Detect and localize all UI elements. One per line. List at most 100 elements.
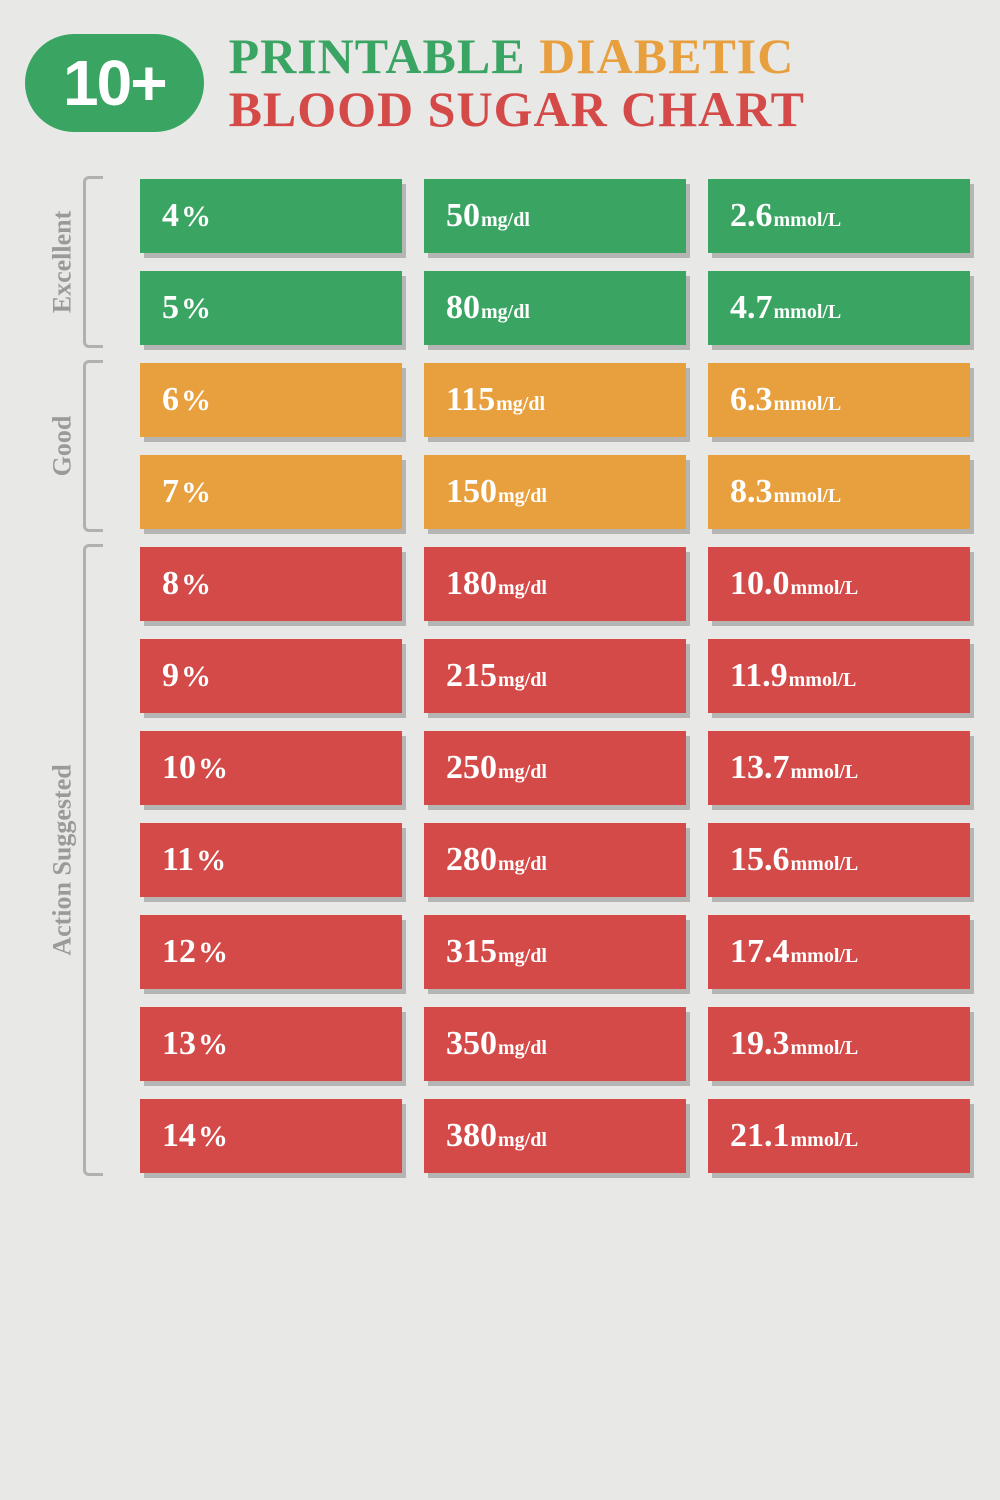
data-row: 10%250mg/dl13.7mmol/L (120, 722, 975, 814)
cell-mgdl: 215mg/dl (424, 639, 686, 713)
data-row: 4% 50mg/dl 2.6mmol/L (120, 170, 975, 262)
unit-mmoll: mmol/L (789, 669, 857, 692)
unit-mmoll: mmol/L (791, 1037, 859, 1060)
cell-mgdl: 50mg/dl (424, 179, 686, 253)
value-percent: 10 (162, 749, 196, 787)
value-mgdl: 250 (446, 749, 497, 787)
cell-mmoll: 17.4mmol/L (708, 915, 970, 989)
value-mmoll: 13.7 (730, 749, 790, 787)
title-line-1: PRINTABLE DIABETIC (229, 30, 805, 83)
unit-mgdl: mg/dl (498, 945, 547, 968)
cell-percent: 7% (140, 455, 402, 529)
value-mgdl: 150 (446, 473, 497, 511)
section-rows: 4%50mg/dl2.6mmol/L5%80mg/dl4.7mmol/L (120, 170, 975, 354)
section-green: Excellent4%50mg/dl2.6mmol/L5%80mg/dl4.7m… (25, 170, 975, 354)
value-mmoll: 21.1 (730, 1117, 790, 1155)
value-mgdl: 350 (446, 1025, 497, 1063)
cell-mmoll: 19.3mmol/L (708, 1007, 970, 1081)
unit-mmoll: mmol/L (774, 393, 842, 416)
value-mmoll: 10.0 (730, 565, 790, 603)
section-red: Action Suggested8%180mg/dl10.0mmol/L9%21… (25, 538, 975, 1182)
cell-percent: 14% (140, 1099, 402, 1173)
unit-mmoll: mmol/L (791, 853, 859, 876)
cell-mgdl: 150mg/dl (424, 455, 686, 529)
data-row: 11% 280mg/dl 15.6mmol/L (120, 814, 975, 906)
cell-percent: 11% (140, 823, 402, 897)
cell-mmoll: 6.3mmol/L (708, 363, 970, 437)
section-label: Action Suggested (48, 764, 78, 955)
unit-percent: % (181, 384, 211, 418)
unit-mgdl: mg/dl (498, 669, 547, 692)
cell-mmoll: 13.7mmol/L (708, 731, 970, 805)
data-row: 8% 180mg/dl 10.0mmol/L (120, 538, 975, 630)
data-row: 7% 150mg/dl 8.3mmol/L (120, 446, 975, 538)
chart-table: Excellent4%50mg/dl2.6mmol/L5%80mg/dl4.7m… (25, 170, 975, 1182)
cell-percent: 6% (140, 363, 402, 437)
unit-mmoll: mmol/L (791, 1129, 859, 1152)
title-line-2: BLOOD SUGAR CHART (229, 83, 805, 136)
title-block: PRINTABLE DIABETIC BLOOD SUGAR CHART (229, 30, 805, 135)
value-percent: 12 (162, 933, 196, 971)
cell-percent: 9% (140, 639, 402, 713)
value-percent: 11 (162, 841, 194, 879)
value-percent: 8 (162, 565, 179, 603)
unit-mmoll: mmol/L (791, 945, 859, 968)
cell-mmoll: 2.6mmol/L (708, 179, 970, 253)
cell-percent: 10% (140, 731, 402, 805)
data-row: 12% 315mg/dl 17.4mmol/L (120, 906, 975, 998)
value-percent: 9 (162, 657, 179, 695)
bracket-line (83, 360, 103, 532)
unit-mgdl: mg/dl (498, 485, 547, 508)
bracket-line (83, 176, 103, 348)
value-percent: 5 (162, 289, 179, 327)
unit-percent: % (181, 476, 211, 510)
value-mmoll: 2.6 (730, 197, 773, 235)
cell-percent: 8% (140, 547, 402, 621)
unit-percent: % (198, 1028, 228, 1062)
unit-mmoll: mmol/L (791, 577, 859, 600)
value-mgdl: 180 (446, 565, 497, 603)
value-percent: 7 (162, 473, 179, 511)
cell-mgdl: 280mg/dl (424, 823, 686, 897)
unit-mgdl: mg/dl (498, 1129, 547, 1152)
unit-mgdl: mg/dl (481, 301, 530, 324)
cell-mgdl: 180mg/dl (424, 547, 686, 621)
cell-mgdl: 350mg/dl (424, 1007, 686, 1081)
cell-mgdl: 315mg/dl (424, 915, 686, 989)
value-mmoll: 19.3 (730, 1025, 790, 1063)
unit-mgdl: mg/dl (496, 393, 545, 416)
value-mgdl: 380 (446, 1117, 497, 1155)
cell-mmoll: 10.0mmol/L (708, 547, 970, 621)
unit-percent: % (181, 568, 211, 602)
data-row: 5%80mg/dl4.7mmol/L (120, 262, 975, 354)
unit-mmoll: mmol/L (791, 761, 859, 784)
value-mmoll: 4.7 (730, 289, 773, 327)
cell-percent: 12% (140, 915, 402, 989)
unit-percent: % (198, 936, 228, 970)
cell-mmoll: 8.3mmol/L (708, 455, 970, 529)
bracket-line (83, 544, 103, 1176)
value-mmoll: 6.3 (730, 381, 773, 419)
value-percent: 6 (162, 381, 179, 419)
section-rows: 6%115mg/dl6.3mmol/L7%150mg/dl8.3mmol/L (120, 354, 975, 538)
value-percent: 14 (162, 1117, 196, 1155)
value-mmoll: 11.9 (730, 657, 788, 695)
cell-mgdl: 115mg/dl (424, 363, 686, 437)
section-rows: 8%180mg/dl10.0mmol/L9%215mg/dl11.9mmol/L… (120, 538, 975, 1182)
value-mmoll: 15.6 (730, 841, 790, 879)
unit-percent: % (181, 292, 211, 326)
section-bracket: Excellent (25, 170, 120, 354)
value-percent: 13 (162, 1025, 196, 1063)
count-badge: 10+ (25, 34, 204, 132)
cell-mmoll: 4.7mmol/L (708, 271, 970, 345)
unit-mgdl: mg/dl (481, 209, 530, 232)
data-row: 9% 215mg/dl 11.9mmol/L (120, 630, 975, 722)
value-mgdl: 315 (446, 933, 497, 971)
value-mmoll: 8.3 (730, 473, 773, 511)
unit-percent: % (198, 1120, 228, 1154)
title-word-diabetic: DIABETIC (539, 28, 794, 84)
cell-mmoll: 11.9mmol/L (708, 639, 970, 713)
data-row: 14% 380mg/dl 21.1mmol/L (120, 1090, 975, 1182)
cell-percent: 4% (140, 179, 402, 253)
cell-mmoll: 15.6mmol/L (708, 823, 970, 897)
